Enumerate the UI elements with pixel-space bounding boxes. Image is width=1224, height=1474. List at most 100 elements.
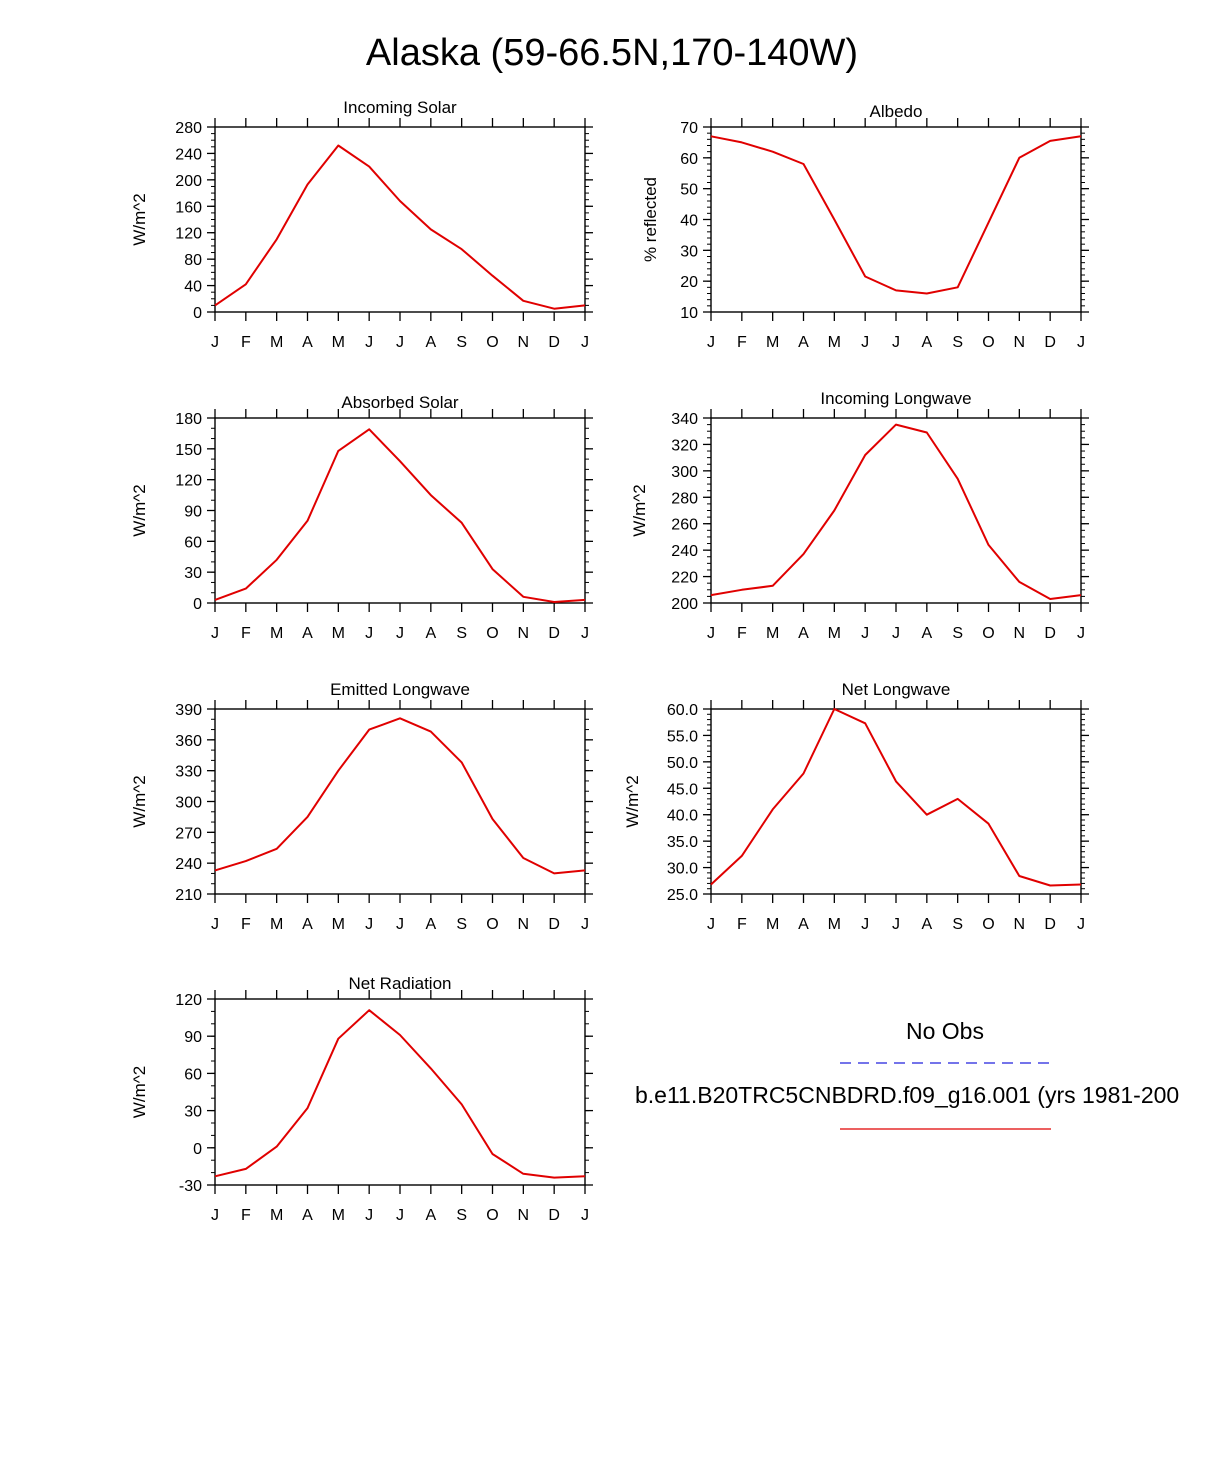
x-tick-label: F [737,625,747,642]
y-axis-label: W/m^2 [623,775,642,827]
x-tick-label: O [486,334,498,351]
y-axis-label: % reflected [641,177,660,262]
x-tick-label: J [365,1207,373,1224]
x-tick-label: M [766,916,779,933]
x-tick-label: S [952,625,963,642]
x-tick-label: A [798,916,809,933]
x-tick-label: N [1014,916,1026,933]
y-axis-label: W/m^2 [130,1066,149,1118]
y-tick-label: 240 [175,146,202,163]
x-tick-label: F [737,916,747,933]
y-tick-label: 10 [680,305,698,322]
x-tick-label: J [707,916,715,933]
y-tick-label: 20 [680,274,698,291]
panel-net-radiation: Net Radiation W/m^2 -30 0 30 60 90 120 J F M A M J J A S… [130,974,593,1224]
y-tick-label: 300 [671,464,698,481]
x-tick-label: S [456,334,467,351]
x-tick-label: M [270,916,283,933]
x-tick-label: J [1077,916,1085,933]
x-tick-label: M [766,625,779,642]
panel-emitted-longwave: Emitted Longwave W/m^2 210 240 270 300 330 360 3… [130,680,593,933]
legend-model-label: b.e11.B20TRC5CNBDRD.f09_g16.001 (yrs 198… [635,1082,1179,1108]
x-tick-label: J [892,334,900,351]
x-tick-label: A [921,916,932,933]
x-tick-label: O [982,334,994,351]
x-tick-label: M [828,334,841,351]
panel-absorbed-solar: Absorbed Solar W/m^2 0 30 60 90 120 150 180 J F M A M… [130,393,593,642]
legend-obs-label: No Obs [906,1018,984,1044]
y-tick-label: 150 [175,442,202,459]
x-tick-label: J [861,916,869,933]
x-tick-label: N [1014,625,1026,642]
y-tick-label: 120 [175,992,202,1009]
plot-frame [214,998,586,1186]
x-tick-label: J [211,334,219,351]
x-tick-label: A [425,334,436,351]
x-tick-label: A [798,625,809,642]
x-tick-label: J [396,334,404,351]
series-line-model [214,1009,586,1179]
x-tick-label: M [332,1207,345,1224]
series-line-model [214,144,586,310]
y-tick-label: 160 [175,199,202,216]
y-tick-label: 30 [184,565,202,582]
y-tick-label: -30 [179,1178,202,1195]
panel-title: Absorbed Solar [341,393,459,412]
x-tick-label: A [921,334,932,351]
x-tick-label: J [707,334,715,351]
y-tick-label: 390 [175,702,202,719]
x-tick-label: J [892,625,900,642]
panel-title: Incoming Solar [343,98,457,117]
plot-frame [214,417,586,604]
plot-frame [214,708,586,895]
x-tick-label: J [1077,625,1085,642]
y-tick-label: 240 [175,856,202,873]
plot-frame [710,708,1082,895]
x-tick-label: J [211,625,219,642]
y-tick-label: 0 [193,596,202,613]
x-tick-label: N [518,334,530,351]
panel-albedo: Albedo % reflected 10 20 30 40 50 60 70 J F M A M J J A S… [641,102,1089,351]
y-tick-label: 60 [680,151,698,168]
y-tick-label: 300 [175,795,202,812]
y-tick-label: 40 [184,279,202,296]
x-tick-label: O [486,1207,498,1224]
x-tick-label: D [548,1207,560,1224]
x-tick-label: D [548,334,560,351]
x-tick-label: J [581,1207,589,1224]
y-tick-label: 0 [193,1141,202,1158]
x-tick-label: O [982,916,994,933]
y-tick-label: 270 [175,825,202,842]
x-tick-label: J [707,625,715,642]
x-tick-label: J [1077,334,1085,351]
y-tick-label: 340 [671,411,698,428]
y-tick-label: 30.0 [667,861,698,878]
y-tick-label: 30 [184,1104,202,1121]
x-tick-label: A [921,625,932,642]
y-tick-label: 55.0 [667,728,698,745]
y-tick-label: 200 [175,173,202,190]
x-tick-label: J [581,334,589,351]
x-tick-label: J [892,916,900,933]
y-tick-label: 220 [671,570,698,587]
y-tick-label: 330 [175,764,202,781]
x-tick-label: J [365,334,373,351]
x-tick-label: J [211,916,219,933]
x-tick-label: F [737,334,747,351]
series-line-model [214,428,586,603]
y-tick-label: 240 [671,543,698,560]
x-tick-label: O [982,625,994,642]
y-tick-label: 60 [184,534,202,551]
panel-title: Emitted Longwave [330,680,470,699]
y-tick-label: 120 [175,473,202,490]
x-tick-label: D [1044,625,1056,642]
x-tick-label: D [1044,334,1056,351]
series-line-model [710,423,1082,600]
x-tick-label: M [332,334,345,351]
x-tick-label: S [952,334,963,351]
panel-title: Incoming Longwave [820,389,971,408]
y-tick-label: 45.0 [667,781,698,798]
x-tick-label: S [456,1207,467,1224]
y-tick-label: 60.0 [667,702,698,719]
